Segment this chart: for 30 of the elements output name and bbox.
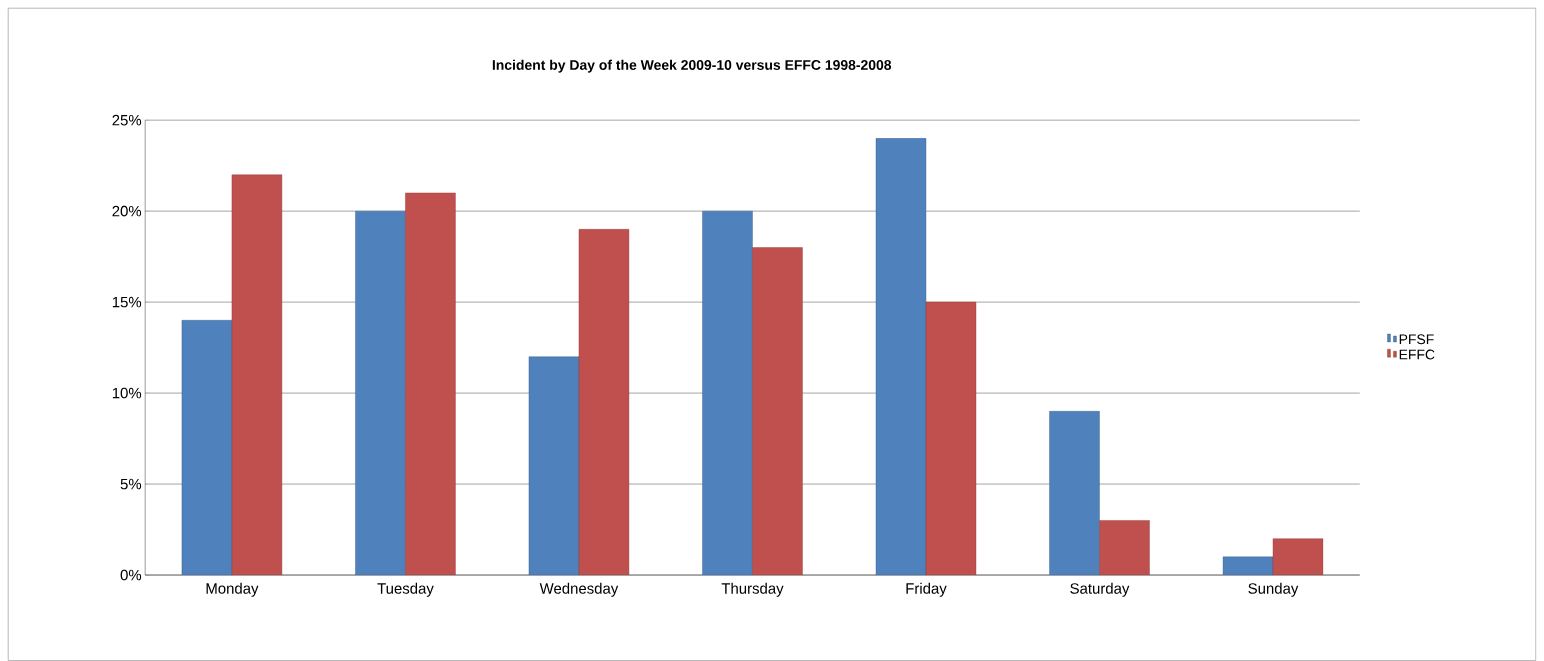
bar — [752, 247, 803, 575]
legend-label: EFFC — [1399, 349, 1435, 360]
bar — [1099, 520, 1150, 575]
y-tick-label: 0% — [120, 569, 142, 581]
bar — [528, 356, 580, 575]
bar — [1049, 410, 1100, 575]
y-tick-label: 10% — [112, 387, 142, 399]
bar — [925, 301, 977, 575]
x-tick-label: Friday — [906, 582, 947, 597]
bar — [181, 319, 233, 575]
bar — [355, 210, 406, 575]
bar — [231, 174, 283, 575]
bar — [875, 138, 927, 575]
x-tick-label: Saturday — [1070, 582, 1130, 597]
bar — [1222, 556, 1274, 575]
x-tick-label: Monday — [206, 582, 259, 597]
legend-label: PFSF — [1399, 334, 1434, 345]
y-tick-label: 15% — [112, 296, 142, 308]
x-tick-label: Sunday — [1248, 582, 1299, 597]
bar — [1272, 538, 1324, 575]
x-tick-label: Wednesday — [539, 582, 619, 597]
y-tick-label: 25% — [112, 114, 142, 126]
x-tick-label: Tuesday — [377, 582, 434, 597]
bar — [702, 210, 753, 575]
y-tick-label: 5% — [120, 478, 142, 490]
chart-title: Incident by Day of the Week 2009-10 versus EFFC 1998-2008 — [492, 59, 892, 73]
bar — [405, 192, 456, 575]
x-tick-label: Thursday — [721, 582, 784, 597]
bar — [578, 229, 630, 575]
y-tick-label: 20% — [112, 205, 142, 217]
